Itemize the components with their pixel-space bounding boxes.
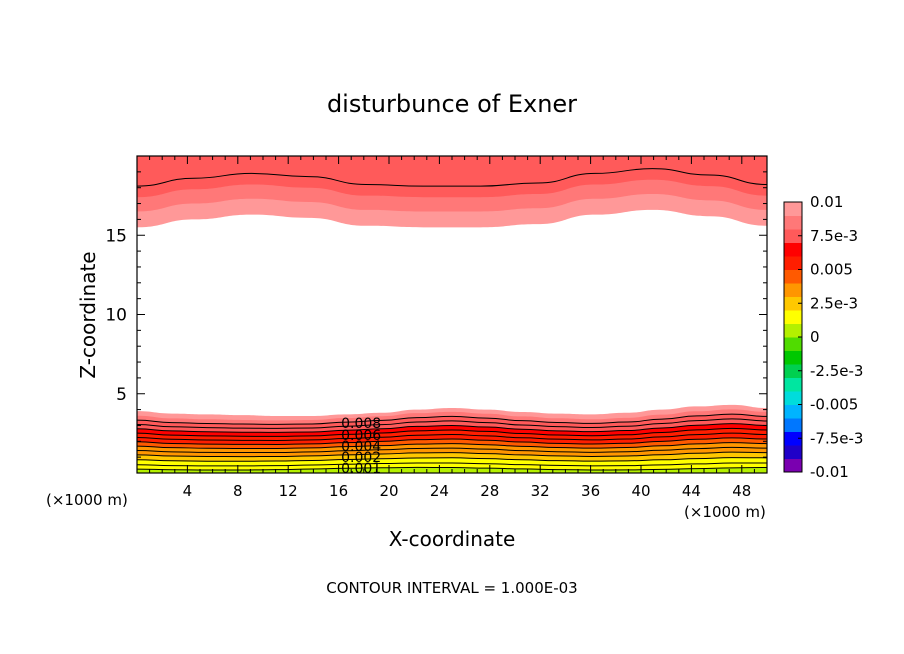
colorbar-swatch: [784, 215, 802, 230]
colorbar-swatch: [784, 404, 802, 419]
x-unit-left: (×1000 m): [46, 491, 128, 509]
x-tick-label: 32: [531, 482, 550, 500]
colorbar-swatch: [784, 337, 802, 351]
colorbar-swatch: [784, 418, 802, 432]
colorbar-swatch: [784, 458, 802, 473]
colorbar: 0.01 7.5e-3 0.005 2.5e-3 0 -2.5e-3 -0.005 -7.5e…: [783, 193, 863, 481]
contour-line: [137, 432, 767, 441]
colorbar-swatch: [784, 431, 802, 446]
x-tick-label: 36: [581, 482, 600, 500]
y-tick-label: 10: [105, 306, 127, 326]
colorbar-label: 0: [810, 328, 820, 346]
contour-line: [137, 466, 767, 471]
colorbar-swatch: [784, 242, 802, 257]
contour-label: 0.006: [341, 428, 381, 444]
contour-label: 0.004: [341, 439, 381, 455]
contour-label: 0.001: [341, 461, 381, 477]
colorbar-swatch: [784, 445, 802, 459]
colorbar-swatch: [784, 364, 802, 378]
contour-line: [137, 168, 767, 187]
x-tick-label: 16: [329, 482, 348, 500]
colorbar-swatch: [784, 296, 802, 311]
y-tick-label: 5: [116, 385, 127, 405]
colorbar-swatch: [784, 269, 802, 284]
contour-line: [137, 427, 767, 437]
contour-interval-note: CONTOUR INTERVAL = 1.000E-03: [326, 579, 577, 597]
x-axis-label: X-coordinate: [389, 527, 516, 551]
contour-fill-group: [137, 156, 767, 473]
colorbar-swatch: [784, 202, 802, 216]
y-tick-label: 15: [105, 226, 127, 246]
colorbar-swatch: [784, 310, 802, 324]
colorbar-swatch: [784, 391, 802, 405]
contour-line: [137, 418, 767, 429]
x-tick-label: 40: [631, 482, 650, 500]
top-band: [137, 156, 767, 198]
x-tick-label: 48: [732, 482, 751, 500]
x-tick-label: 20: [379, 482, 398, 500]
colorbar-swatch: [784, 283, 802, 297]
contour-label: 0.002: [341, 450, 381, 466]
colorbar-swatch: [784, 229, 802, 243]
x-unit-right: (×1000 m): [684, 503, 766, 521]
contour-line: [137, 413, 767, 425]
contour-label: 0.008: [341, 416, 381, 432]
contour-line: [137, 423, 767, 433]
chart-title: disturbunce of Exner: [327, 90, 577, 118]
contour-line: [137, 451, 767, 458]
contour-line: [137, 442, 767, 449]
y-axis-label: Z-coordinate: [76, 251, 100, 378]
colorbar-swatch: [784, 350, 802, 365]
x-tick-label: 44: [682, 482, 701, 500]
colorbar-swatch: [784, 377, 802, 392]
contour-line: [137, 462, 767, 467]
contour-line: [137, 446, 767, 454]
colorbar-label: 0.01: [810, 193, 843, 211]
colorbar-swatch: [784, 256, 802, 270]
colorbar-label: 7.5e-3: [810, 227, 858, 245]
colorbar-label: -0.01: [810, 463, 849, 481]
x-tick-label: 12: [279, 482, 298, 500]
colorbar-label: 0.005: [810, 261, 853, 279]
colorbar-swatch: [784, 323, 802, 338]
x-tick-label: 4: [183, 482, 193, 500]
x-tick-label: 8: [233, 482, 243, 500]
colorbar-label: -0.005: [810, 396, 858, 414]
x-tick-label: 28: [480, 482, 499, 500]
colorbar-label: -7.5e-3: [810, 429, 863, 447]
colorbar-label: -2.5e-3: [810, 362, 863, 380]
colorbar-label: 2.5e-3: [810, 294, 858, 312]
contour-line: [137, 457, 767, 462]
contour-line: [137, 437, 767, 445]
x-tick-label: 24: [430, 482, 449, 500]
